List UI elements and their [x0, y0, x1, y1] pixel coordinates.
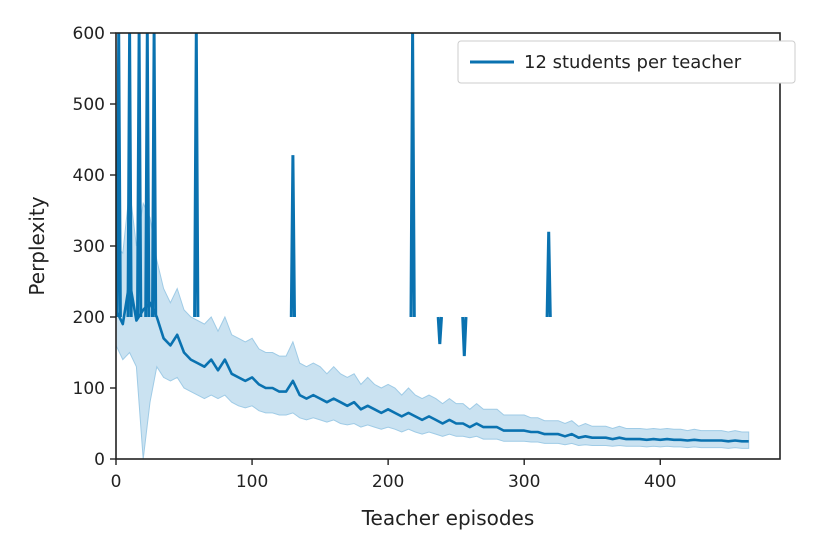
series-spike — [126, 33, 133, 318]
series-spike — [545, 231, 552, 318]
legend: 12 students per teacher — [457, 40, 796, 84]
x-tick-label: 200 — [372, 472, 404, 492]
legend-label: 12 students per teacher — [524, 52, 742, 73]
x-axis-label: Teacher episodes — [361, 506, 535, 530]
series-spike — [151, 33, 158, 318]
series-spike — [436, 316, 443, 345]
series-spike — [144, 33, 151, 318]
series-spike — [136, 33, 143, 318]
x-tick-label: 100 — [236, 472, 268, 492]
x-axis: 0 100 200 300 400 — [111, 459, 676, 492]
y-tick-label: 400 — [73, 166, 105, 186]
y-tick-label: 600 — [73, 24, 105, 44]
plot-area — [116, 33, 750, 459]
legend-box — [457, 40, 796, 84]
y-tick-label: 200 — [73, 308, 105, 328]
series-spike — [289, 155, 296, 318]
series-spike — [461, 316, 468, 357]
y-tick-label: 300 — [73, 237, 105, 257]
x-tick-label: 300 — [508, 472, 540, 492]
series-spike — [409, 33, 416, 318]
series-spike — [193, 33, 200, 318]
y-tick-label: 0 — [94, 450, 105, 470]
y-axis-label: Perplexity — [25, 196, 49, 295]
x-tick-label: 400 — [644, 472, 676, 492]
y-axis: 0 100 200 300 400 500 600 — [73, 24, 116, 470]
series-line — [116, 280, 749, 443]
series-spike — [116, 33, 122, 318]
y-tick-label: 100 — [73, 379, 105, 399]
y-tick-label: 500 — [73, 95, 105, 115]
x-tick-label: 0 — [111, 472, 122, 492]
confidence-band — [116, 189, 750, 459]
